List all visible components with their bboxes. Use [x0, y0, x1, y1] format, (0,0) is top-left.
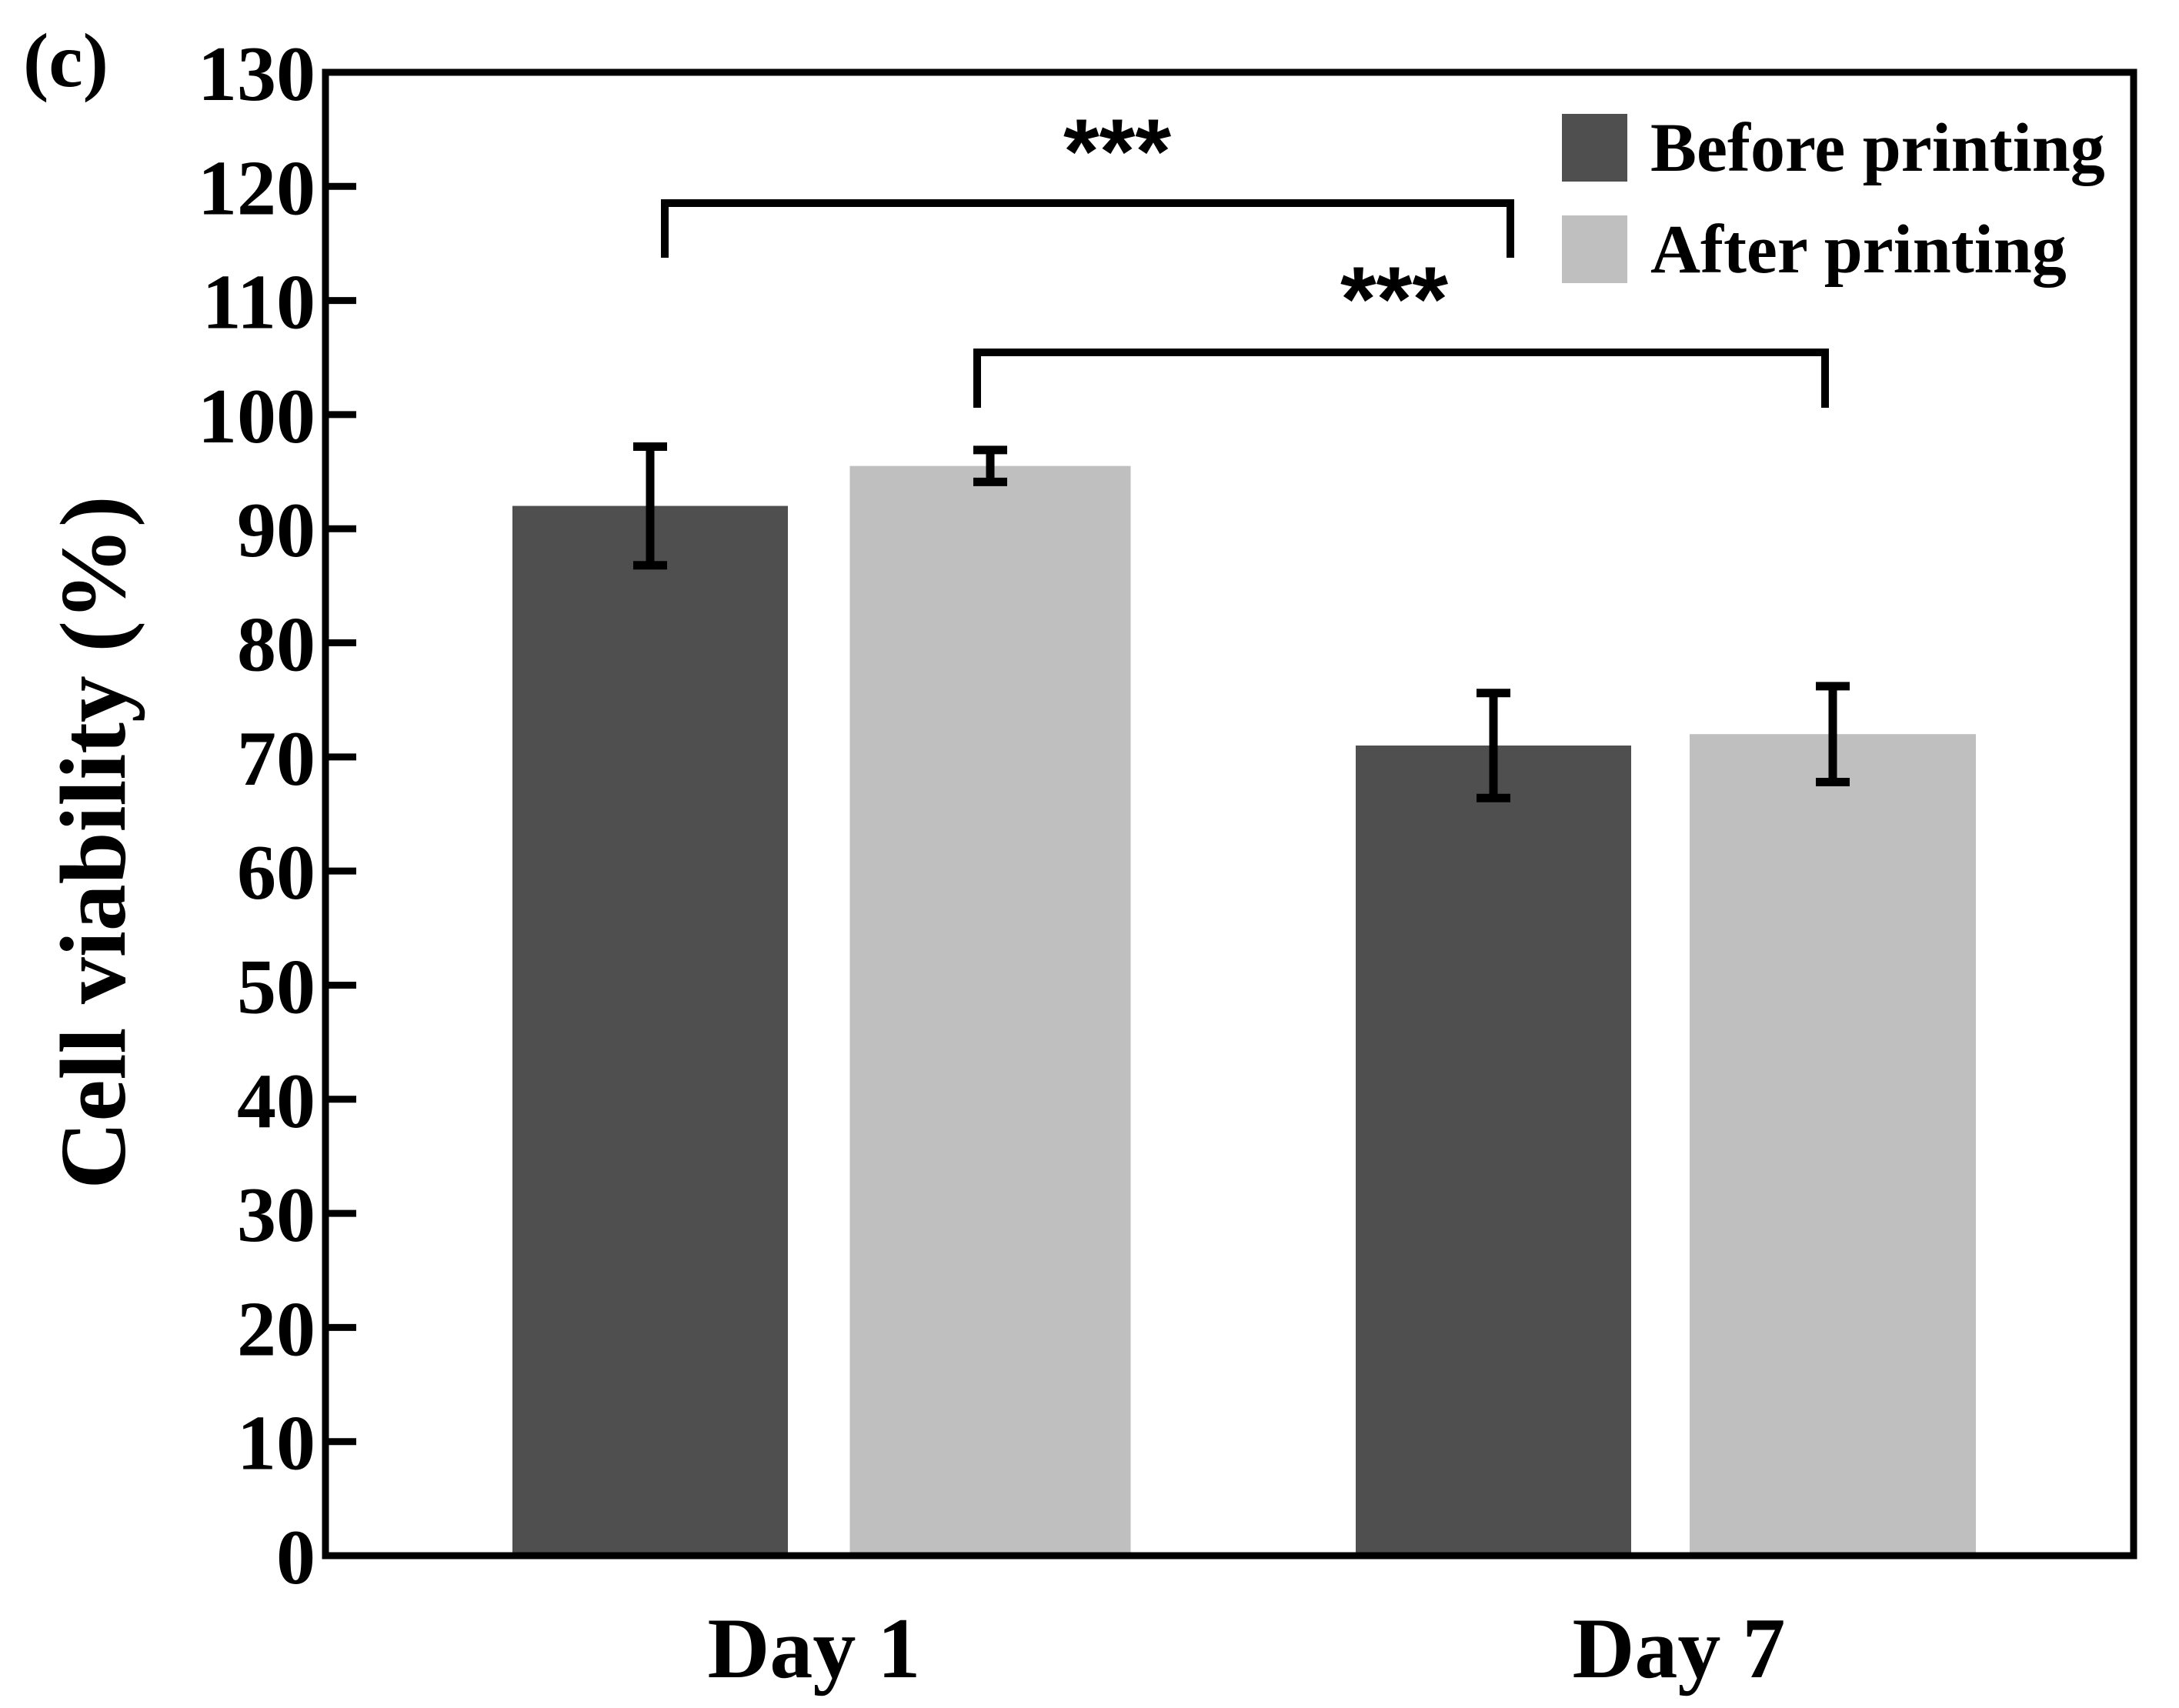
- y-tick-label-70: 70: [237, 716, 315, 802]
- y-tick-label-20: 20: [237, 1286, 315, 1373]
- legend: Before printing After printing: [1562, 110, 2105, 288]
- y-tick-label-80: 80: [237, 602, 315, 689]
- panel-label: (c): [23, 18, 108, 103]
- y-tick-label-120: 120: [198, 145, 315, 232]
- x-tick-label-day-7: Day 7: [1573, 1601, 1786, 1696]
- y-tick-label-110: 110: [202, 259, 315, 346]
- significance-label-1: ***: [1063, 100, 1171, 203]
- y-tick-label-40: 40: [237, 1058, 315, 1145]
- y-tick-label-60: 60: [237, 829, 315, 916]
- legend-label-after-printing: After printing: [1650, 212, 2067, 288]
- x-tick-label-day-1: Day 1: [708, 1601, 921, 1696]
- significance-bracket-2: [973, 349, 1829, 408]
- significance-bracket-1: [661, 199, 1514, 258]
- legend-swatch-before-printing: [1562, 114, 1627, 182]
- y-tick-label-90: 90: [237, 487, 315, 574]
- significance-label-2: ***: [1340, 248, 1448, 351]
- significance-group: *** ***: [661, 100, 1829, 408]
- legend-swatch-after-printing: [1562, 215, 1627, 283]
- bar-day-1-before-printing: [512, 505, 788, 1556]
- legend-label-before-printing: Before printing: [1650, 110, 2105, 186]
- bars-group: [512, 465, 1976, 1556]
- y-tick-label-0: 0: [276, 1514, 315, 1601]
- y-tick-label-30: 30: [237, 1172, 315, 1259]
- bar-day-7-after-printing: [1690, 734, 1976, 1556]
- y-axis: 0 10 20 30 40 50 60 70 80 90 100 110 120 130: [198, 31, 356, 1601]
- bar-day-1-after-printing: [849, 465, 1131, 1556]
- y-tick-label-130: 130: [198, 31, 315, 118]
- y-tick-label-10: 10: [237, 1400, 315, 1487]
- y-axis-title: Cell viability (%): [42, 495, 145, 1189]
- plot-frame: [322, 68, 2137, 1560]
- y-tick-label-50: 50: [237, 943, 315, 1030]
- y-tick-label-100: 100: [198, 373, 315, 460]
- error-bars-group: [633, 442, 1850, 802]
- bar-day-7-before-printing: [1356, 746, 1631, 1556]
- x-axis: Day 1 Day 7: [708, 1601, 1786, 1696]
